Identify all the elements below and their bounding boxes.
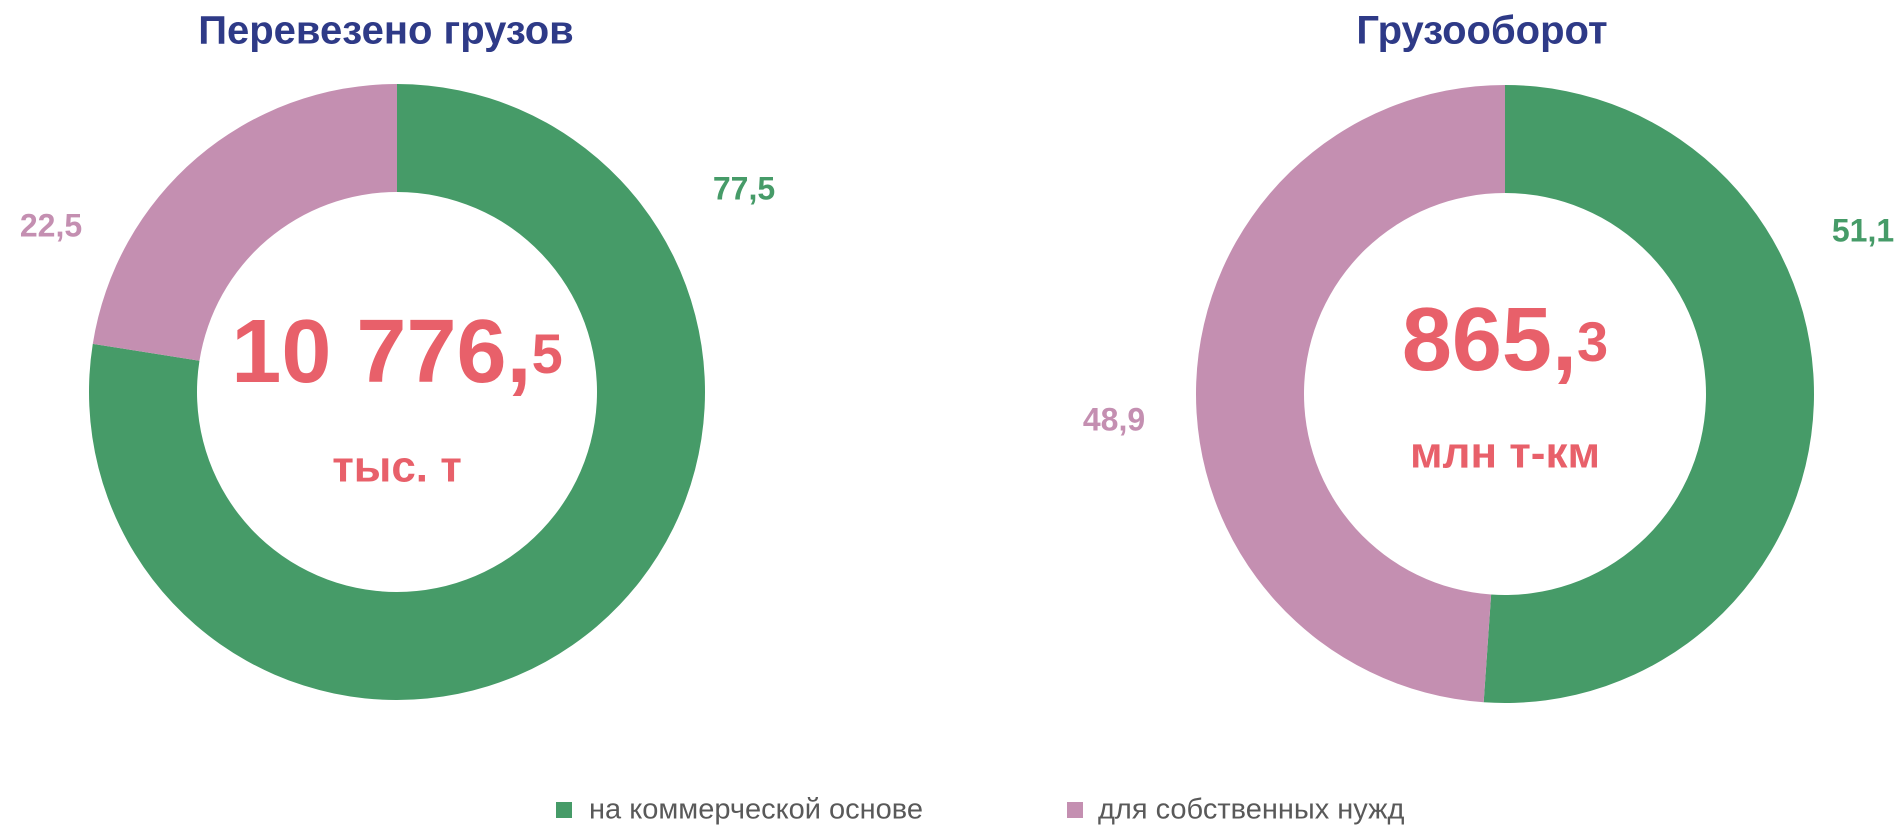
data-label: 48,9 — [1083, 401, 1145, 437]
center-unit: млн т-км — [1410, 429, 1600, 478]
center-value-main: 10 776, — [231, 302, 531, 402]
center-value: 10 776,5 — [231, 302, 562, 402]
center-value-decimal: 5 — [532, 322, 563, 385]
legend-swatch — [556, 802, 572, 818]
donut-slice — [92, 84, 397, 361]
center-value-main: 865, — [1402, 290, 1577, 390]
center-unit: тыс. т — [332, 443, 462, 492]
data-label: 22,5 — [20, 207, 82, 243]
legend-swatch — [1067, 802, 1083, 818]
legend-label: для собственных нужд — [1098, 794, 1405, 825]
data-label: 51,1 — [1832, 212, 1894, 248]
chart-title: Грузооборот — [1356, 9, 1607, 53]
donut-slice — [88, 84, 706, 700]
data-label: 77,5 — [713, 170, 775, 206]
chart-title: Перевезено грузов — [198, 9, 574, 53]
donut-slice — [1196, 85, 1505, 703]
center-value: 865,3 — [1402, 290, 1608, 390]
legend-label: на коммерческой основе — [589, 794, 923, 825]
center-value-decimal: 3 — [1577, 310, 1608, 373]
donut-slice — [1483, 84, 1815, 703]
